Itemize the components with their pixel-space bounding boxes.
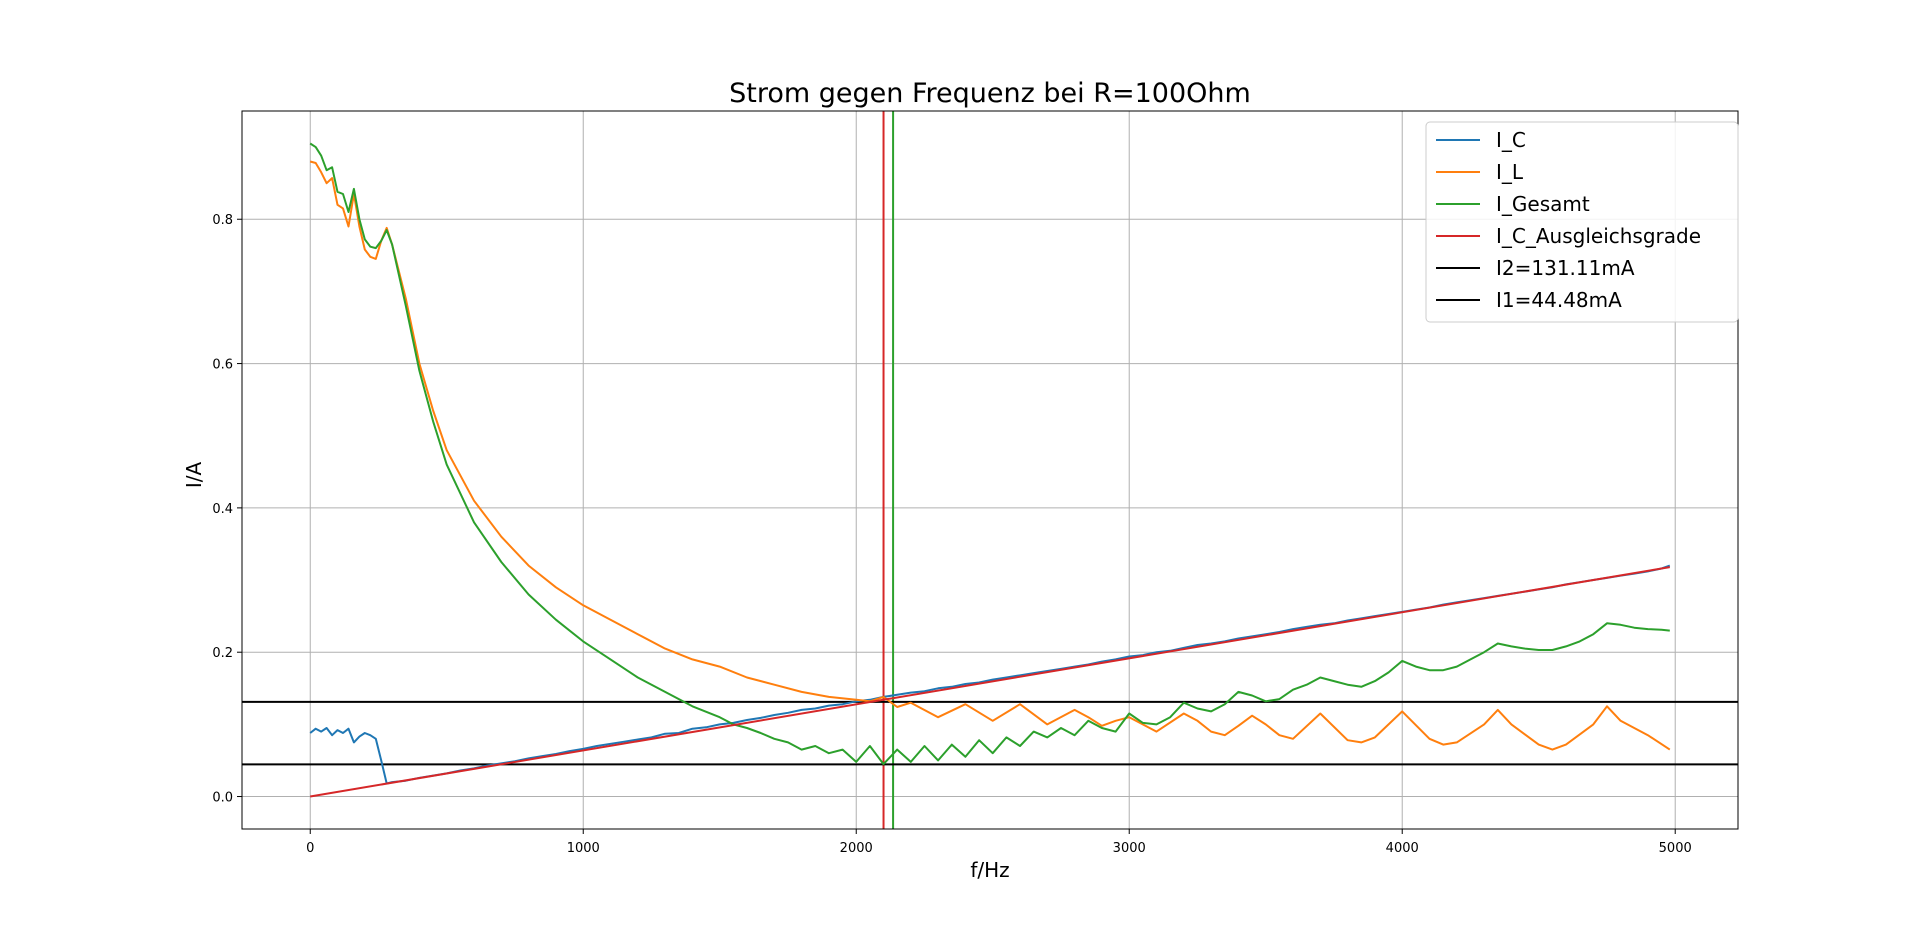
- legend-label: I_C_Ausgleichsgrade: [1496, 224, 1701, 248]
- y-tick-label: 0.8: [212, 213, 233, 228]
- x-tick-label: 3000: [1113, 841, 1146, 856]
- y-tick-label: 0.6: [212, 358, 233, 373]
- x-tick-label: 2000: [840, 841, 873, 856]
- legend-label: I2=131.11mA: [1496, 256, 1635, 280]
- y-tick-label: 0.4: [212, 502, 233, 517]
- legend-label: I_Gesamt: [1496, 192, 1590, 216]
- y-tick-label: 0.2: [212, 646, 233, 661]
- x-tick-label: 1000: [567, 841, 600, 856]
- x-tick-label: 5000: [1659, 841, 1692, 856]
- legend-box: [1425, 121, 1739, 323]
- legend-label: I1=44.48mA: [1496, 288, 1622, 312]
- y-axis-label: I/A: [182, 462, 206, 489]
- series-lines: [309, 142, 1671, 798]
- plot-frame: [241, 110, 1739, 830]
- series-line-i-c-ausgleichsgrade: [310, 566, 1670, 798]
- vertical-reference-lines: [882, 111, 895, 829]
- legend: I_C I_L I_Gesamt I_C_Ausgleichsgrade I2=131.…: [1425, 121, 1739, 323]
- legend-label: I_C: [1496, 128, 1526, 152]
- series-line-i-l: [309, 160, 1671, 751]
- y-axis-ticks: 0.0 0.2 0.4 0.6 0.8: [212, 213, 242, 806]
- x-axis-label: f/Hz: [970, 858, 1009, 882]
- x-tick-label: 4000: [1386, 841, 1419, 856]
- x-tick-label: 0: [306, 841, 314, 856]
- x-axis-ticks: 0 1000 2000 3000 4000 5000: [306, 829, 1692, 856]
- y-tick-label: 0.0: [212, 791, 233, 806]
- series-line-i-gesamt: [309, 142, 1670, 766]
- legend-label: I_L: [1496, 160, 1524, 184]
- chart-title: Strom gegen Frequenz bei R=100Ohm: [729, 78, 1251, 109]
